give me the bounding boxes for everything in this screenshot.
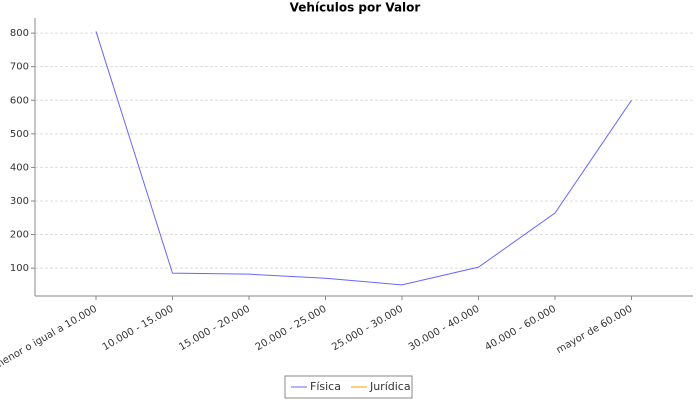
y-tick-label: 400 [10,162,29,173]
legend-label: Física [310,380,341,393]
y-tick-label: 700 [10,62,29,73]
series-line [95,31,632,286]
legend-box [284,375,413,399]
y-tick-label: 600 [10,95,29,106]
y-tick-label: 300 [10,196,29,207]
y-tick-label: 100 [10,263,29,274]
y-tick-label: 500 [10,129,29,140]
chart-title: Vehículos por Valor [290,1,421,15]
y-tick-label: 800 [10,28,29,39]
legend-label: Jurídica [369,380,411,393]
y-tick-label: 200 [10,230,29,241]
